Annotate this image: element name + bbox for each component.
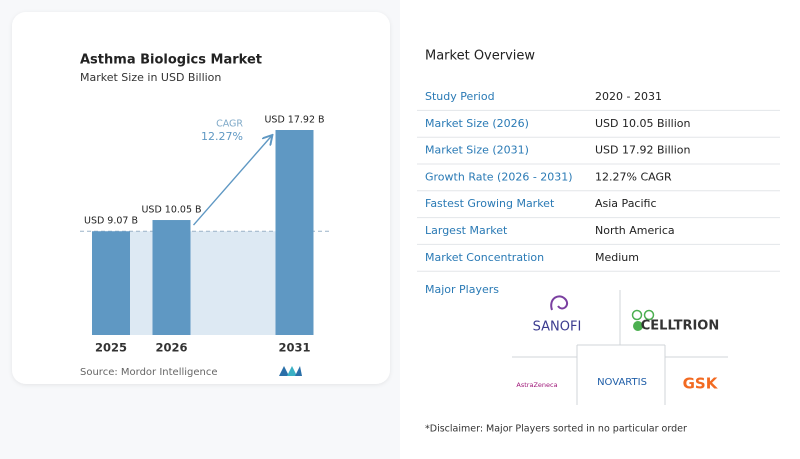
bar <box>275 130 314 335</box>
row-value: North America <box>595 224 675 237</box>
cagr-value: 12.27% <box>201 130 243 143</box>
players-grid <box>512 290 728 405</box>
x-tick-label: 2026 <box>155 341 187 355</box>
player-logo: CELLTRION <box>641 319 719 334</box>
disclaimer: *Disclaimer: Major Players sorted in no … <box>425 424 687 435</box>
cagr-label: CAGR <box>216 119 243 130</box>
row-value: 12.27% CAGR <box>595 170 672 183</box>
row-label: Largest Market <box>425 224 508 237</box>
bar <box>92 231 130 335</box>
row-label: Fastest Growing Market <box>425 197 555 210</box>
row-value: Medium <box>595 251 639 264</box>
cagr-arrow <box>192 136 272 226</box>
players-title: Major Players <box>425 283 499 296</box>
row-value: USD 17.92 Billion <box>595 144 690 157</box>
row-value: 2020 - 2031 <box>595 90 662 103</box>
row-label: Market Size (2031) <box>425 144 529 157</box>
baseline-fill <box>130 231 276 335</box>
x-tick-label: 2031 <box>278 341 310 355</box>
row-value: USD 10.05 Billion <box>595 117 690 130</box>
row-value: Asia Pacific <box>595 197 657 210</box>
value-label: USD 17.92 B <box>264 115 324 126</box>
player-logo: GSK <box>683 375 719 393</box>
value-label: USD 10.05 B <box>141 205 201 216</box>
row-label: Study Period <box>425 90 495 103</box>
row-label: Growth Rate (2026 - 2031) <box>425 170 573 183</box>
row-label: Market Size (2026) <box>425 117 529 130</box>
chart-title: Asthma Biologics Market <box>80 53 262 68</box>
overview-panel <box>400 0 800 459</box>
player-logo: AstraZeneca <box>516 381 557 389</box>
logo-marks <box>550 295 655 331</box>
source: Source: Mordor Intelligence <box>80 367 218 378</box>
brand-logo <box>279 366 302 376</box>
value-label: USD 9.07 B <box>84 216 138 227</box>
chart-subtitle: Market Size in USD Billion <box>80 71 221 84</box>
overview-title: Market Overview <box>425 49 535 64</box>
player-logo: SANOFI <box>533 320 582 335</box>
x-tick-label: 2025 <box>95 341 127 355</box>
player-logo: NOVARTIS <box>597 377 647 388</box>
row-label: Market Concentration <box>425 251 544 264</box>
bar <box>152 220 191 335</box>
